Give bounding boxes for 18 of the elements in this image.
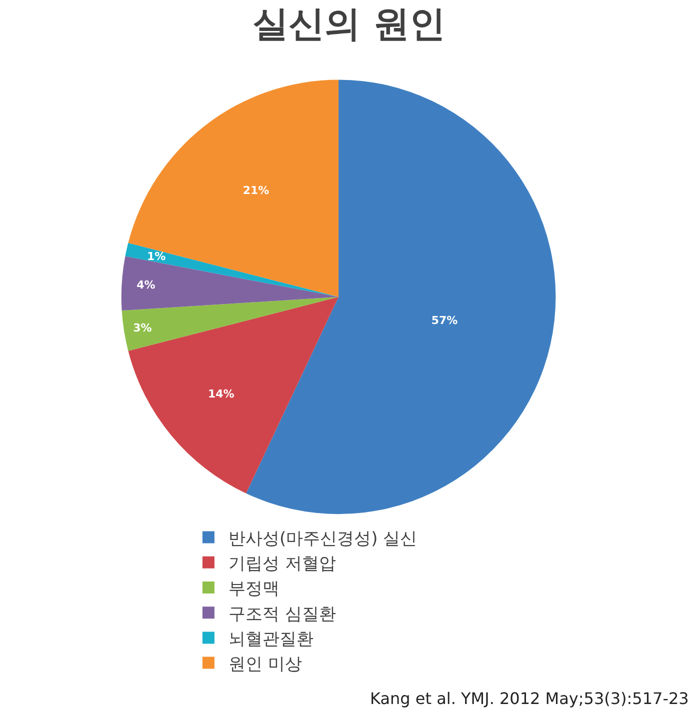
data-label: 57% <box>431 314 458 328</box>
legend-label: 반사성(마주신경성) 실신 <box>228 528 418 549</box>
legend-label: 뇌혈관질환 <box>228 629 314 650</box>
pie-slice <box>128 296 339 494</box>
legend-label: 부정맥 <box>228 579 280 600</box>
data-label: 4% <box>136 278 156 292</box>
legend-label: 구조적 심질환 <box>228 604 336 624</box>
pie-slice <box>122 296 339 351</box>
legend-label: 원인 미상 <box>228 654 302 674</box>
data-label: 3% <box>133 321 152 334</box>
text: Kang et al. YMJ. 2012 May;53(3):517-23 <box>370 689 689 708</box>
chart-title: 실신의 원인 <box>252 4 446 45</box>
data-label: 14% <box>208 387 234 400</box>
pie-slice <box>125 242 339 297</box>
pie-slice <box>128 80 339 297</box>
data-label: 1% <box>147 250 166 263</box>
legend-label: 기립성 저혈압 <box>228 554 336 574</box>
data-label: 21% <box>242 184 270 198</box>
